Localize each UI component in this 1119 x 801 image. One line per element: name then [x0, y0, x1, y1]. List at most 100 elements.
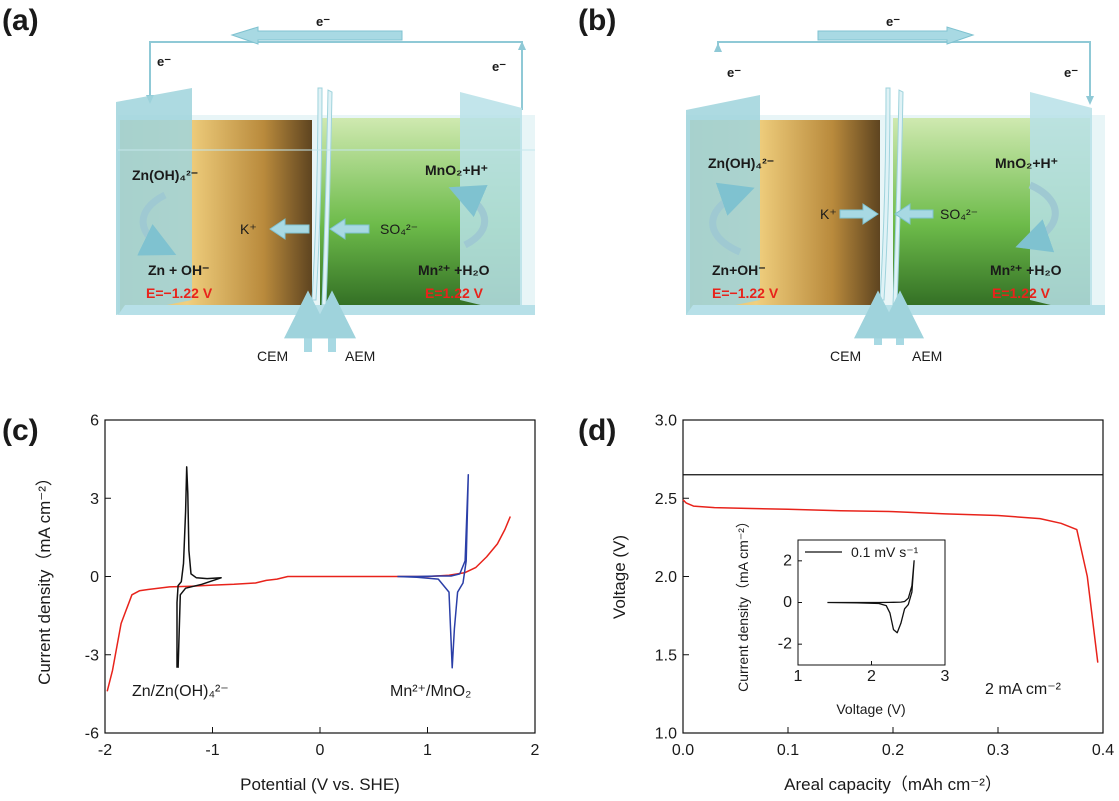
x-tick-label: 3 — [941, 668, 950, 685]
cem-label: CEM — [257, 348, 288, 364]
electron-label-right: e⁻ — [1064, 65, 1078, 80]
cem-membrane — [879, 87, 891, 301]
inset-legend-label: 0.1 mV s⁻¹ — [851, 544, 919, 560]
mn-reduced-species: Mn²⁺ +H₂O — [990, 262, 1062, 278]
x-tick-label: 0.3 — [987, 742, 1009, 759]
zn-reaction-arrow — [137, 191, 177, 256]
y-tick-label: 3.0 — [655, 413, 677, 430]
x-tick-label: 1 — [423, 742, 432, 759]
y-tick-label: 1.5 — [655, 647, 677, 664]
panel-c-chart: (c) -2 -1 0 1 2 -6 -3 0 3 6 Zn/Zn(OH)₄²⁻ Mn²⁺/MnO… — [2, 413, 540, 794]
mn-reaction-arrow — [1015, 181, 1059, 253]
series-line-0 — [682, 499, 1099, 663]
zn-couple-annotation: Zn/Zn(OH)₄²⁻ — [132, 683, 229, 700]
cation-label: K⁺ — [240, 221, 257, 237]
x-tick-label: 2 — [531, 742, 540, 759]
zn-oxidized-species: Zn(OH)₄²⁻ — [132, 167, 198, 183]
series-line-0 — [106, 516, 511, 692]
x-tick-label: 0.2 — [882, 742, 904, 759]
x-tick-label: 1 — [794, 668, 803, 685]
panel-a-label: (a) — [2, 4, 39, 37]
chart-d-ticks: 0.0 0.1 0.2 0.3 0.4 1.0 1.5 2.0 2.5 3.0 — [655, 413, 1114, 759]
panel-b-label: (b) — [578, 4, 616, 37]
x-tick-label: -2 — [98, 742, 112, 759]
mno2-electrode — [460, 92, 522, 315]
wire-arrow-right — [518, 41, 526, 50]
panel-b-schematic: (b) e⁻ e⁻ e⁻ K⁺ SO₄²⁻ Zn(OH)₄²⁻ Zn+OH⁻ E… — [578, 4, 1105, 364]
chart-c-xlabel: Potential (V vs. SHE) — [240, 775, 400, 794]
mn-reaction-arrow — [448, 184, 489, 249]
inset-ticks: 1 2 3 -2 0 2 — [778, 552, 950, 685]
panel-a-schematic: (a) e⁻ e⁻ e⁻ K⁺ SO₄²⁻ Zn(OH)₄²⁻ — [2, 4, 535, 364]
chart-d-series — [682, 499, 1099, 663]
series-line-2 — [397, 474, 470, 669]
y-tick-label: 2.0 — [655, 569, 677, 586]
zn-reaction-arrow — [709, 182, 755, 256]
cation-arrow — [269, 218, 310, 240]
y-tick-label: 6 — [90, 413, 99, 430]
panel-c-label: (c) — [2, 414, 39, 447]
zn-oxidized-species: Zn(OH)₄²⁻ — [708, 155, 774, 171]
y-tick-label: 0 — [783, 594, 792, 611]
y-tick-label: 0 — [90, 569, 99, 586]
x-tick-label: 2 — [867, 668, 876, 685]
aem-membrane — [892, 89, 904, 306]
external-circuit-wire — [149, 41, 523, 110]
zn-reduced-species: Zn + OH⁻ — [148, 262, 209, 278]
x-tick-label: 0 — [316, 742, 325, 759]
inset-ylabel: Current density（mA cm⁻²） — [735, 514, 751, 692]
x-tick-label: 0.1 — [777, 742, 799, 759]
cation-arrow — [839, 203, 879, 225]
electron-label-left: e⁻ — [157, 54, 171, 69]
tank-floor — [118, 305, 535, 315]
cem-membrane — [311, 87, 323, 301]
electron-label-top: e⁻ — [886, 14, 900, 29]
series-line-0 — [827, 560, 915, 634]
current-density-annotation: 2 mA cm⁻² — [985, 681, 1062, 698]
inset-series — [827, 560, 915, 634]
aem-label: AEM — [912, 348, 942, 364]
mn-potential: E=1.22 V — [425, 285, 484, 301]
anion-arrow — [329, 218, 370, 240]
wire-arrow-left — [714, 43, 722, 52]
y-tick-label: 3 — [90, 491, 99, 508]
electron-label-top: e⁻ — [316, 14, 330, 29]
panel-d-chart: (d) 0.0 0.1 0.2 0.3 0.4 1.0 1.5 2.0 2.5 3.0 2 mA … — [578, 413, 1114, 794]
x-tick-label: -1 — [205, 742, 219, 759]
y-tick-label: -6 — [85, 726, 99, 743]
mn-reduced-species: Mn²⁺ +H₂O — [418, 262, 490, 278]
chart-c-ylabel: Current density（mA cm⁻²） — [35, 469, 54, 685]
y-tick-label: -2 — [778, 636, 792, 653]
electron-label-left: e⁻ — [727, 65, 741, 80]
electron-flow-arrow — [817, 26, 975, 45]
mn-oxidized-species: MnO₂+H⁺ — [995, 155, 1058, 171]
cem-label: CEM — [830, 348, 861, 364]
zn-potential: E=−1.22 V — [146, 285, 213, 301]
y-tick-label: 2.5 — [655, 491, 677, 508]
y-tick-label: -3 — [85, 647, 99, 664]
chart-c-series — [106, 466, 511, 692]
zn-potential: E=−1.22 V — [712, 285, 779, 301]
x-tick-label: 0.0 — [672, 742, 694, 759]
inset-xlabel: Voltage (V) — [836, 701, 905, 717]
electron-flow-arrow — [230, 26, 403, 45]
tank-floor — [686, 305, 1105, 315]
anion-arrow — [894, 203, 934, 225]
chart-d-ylabel: Voltage (V) — [610, 535, 629, 619]
panel-d-label: (d) — [578, 414, 616, 447]
electron-label-right: e⁻ — [492, 59, 506, 74]
cation-label: K⁺ — [820, 206, 837, 222]
aem-membrane — [321, 89, 333, 306]
series-line-1 — [176, 466, 222, 668]
zn-reduced-species: Zn+OH⁻ — [712, 262, 766, 278]
mno2-electrode — [1030, 92, 1092, 315]
y-tick-label: 1.0 — [655, 726, 677, 743]
y-tick-label: 2 — [783, 552, 792, 569]
chart-d-xlabel: Areal capacity（mAh cm⁻²） — [784, 775, 1002, 794]
chart-c-ticks: -2 -1 0 1 2 -6 -3 0 3 6 — [85, 413, 540, 759]
mn-oxidized-species: MnO₂+H⁺ — [425, 162, 488, 178]
anion-label: SO₄²⁻ — [380, 221, 418, 237]
external-circuit-wire — [717, 41, 1091, 102]
wire-arrow-right — [1086, 96, 1094, 105]
